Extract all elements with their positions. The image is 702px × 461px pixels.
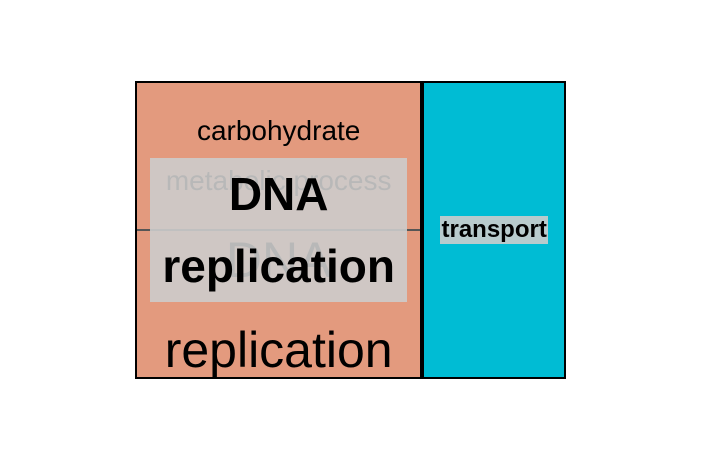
- group-label: DNA replication: [150, 158, 408, 302]
- group-label: transport: [440, 216, 548, 244]
